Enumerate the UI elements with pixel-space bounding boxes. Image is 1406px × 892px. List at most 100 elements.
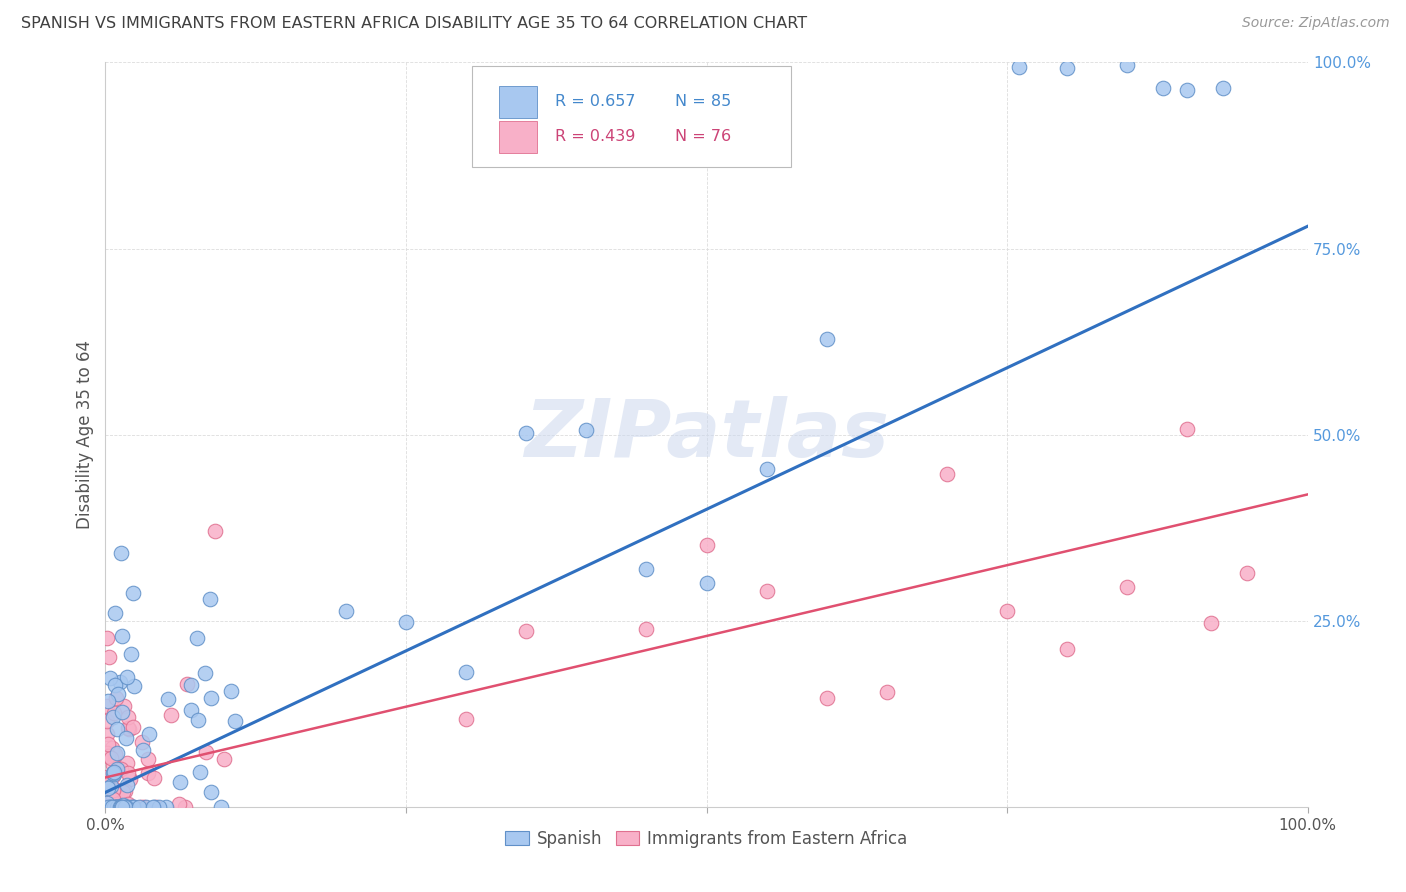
- Point: [135, 799, 157, 814]
- Point: [117, 765, 139, 780]
- Point: [101, 765, 124, 780]
- Point: [136, 752, 159, 766]
- Point: [134, 799, 156, 814]
- Point: [103, 769, 125, 783]
- Point: [108, 799, 131, 814]
- Point: [103, 606, 125, 620]
- Point: [111, 799, 134, 814]
- Point: [155, 799, 177, 814]
- Point: [108, 799, 131, 814]
- Point: [108, 674, 131, 689]
- Point: [124, 799, 146, 814]
- Point: [142, 799, 165, 814]
- Point: [636, 562, 658, 576]
- Point: [105, 691, 128, 706]
- Bar: [499, 87, 537, 118]
- Point: [194, 666, 217, 681]
- Point: [176, 677, 198, 691]
- Text: Source: ZipAtlas.com: Source: ZipAtlas.com: [1241, 16, 1389, 30]
- Point: [96, 698, 118, 713]
- Point: [188, 765, 211, 780]
- Point: [96, 632, 118, 646]
- Point: [115, 799, 138, 814]
- Point: [96, 799, 118, 814]
- Point: [110, 762, 132, 776]
- Point: [815, 691, 838, 706]
- Point: [515, 425, 537, 440]
- Point: [156, 692, 179, 706]
- Point: [96, 776, 118, 790]
- Text: SPANISH VS IMMIGRANTS FROM EASTERN AFRICA DISABILITY AGE 35 TO 64 CORRELATION CH: SPANISH VS IMMIGRANTS FROM EASTERN AFRIC…: [21, 16, 807, 31]
- Point: [142, 799, 165, 814]
- Point: [145, 799, 167, 814]
- Point: [118, 722, 141, 736]
- Point: [101, 741, 124, 756]
- Point: [200, 785, 222, 799]
- Point: [104, 678, 127, 692]
- Point: [96, 727, 118, 741]
- Point: [454, 712, 477, 726]
- Point: [105, 788, 128, 802]
- Point: [1056, 642, 1078, 657]
- Point: [200, 691, 222, 706]
- Point: [97, 799, 120, 814]
- Point: [107, 799, 129, 814]
- Point: [169, 775, 191, 789]
- Point: [110, 799, 132, 814]
- Point: [122, 679, 145, 693]
- Point: [103, 706, 125, 721]
- Point: [96, 799, 118, 814]
- Point: [104, 795, 127, 809]
- Text: ZIPatlas: ZIPatlas: [524, 396, 889, 474]
- Point: [107, 799, 129, 814]
- Point: [515, 624, 537, 638]
- Bar: [499, 121, 537, 153]
- Point: [110, 799, 132, 814]
- Point: [111, 798, 134, 813]
- Point: [103, 783, 125, 797]
- Point: [148, 799, 170, 814]
- Point: [696, 538, 718, 552]
- Point: [105, 799, 128, 814]
- Point: [103, 792, 125, 806]
- Point: [101, 783, 124, 797]
- Point: [117, 721, 139, 735]
- Point: [100, 779, 122, 793]
- Point: [395, 615, 418, 629]
- Point: [97, 780, 120, 795]
- Point: [96, 799, 118, 814]
- Legend: Spanish, Immigrants from Eastern Africa: Spanish, Immigrants from Eastern Africa: [499, 823, 914, 855]
- Point: [167, 797, 190, 811]
- Point: [636, 622, 658, 636]
- Point: [1152, 81, 1174, 95]
- Text: R = 0.439: R = 0.439: [555, 129, 636, 145]
- Point: [122, 799, 145, 814]
- Point: [755, 583, 778, 598]
- Point: [104, 799, 127, 814]
- Point: [108, 799, 131, 814]
- Point: [103, 747, 125, 762]
- Point: [96, 714, 118, 728]
- Point: [98, 671, 121, 685]
- Text: N = 76: N = 76: [675, 129, 731, 145]
- Y-axis label: Disability Age 35 to 64: Disability Age 35 to 64: [76, 341, 94, 529]
- Point: [97, 649, 120, 664]
- Point: [107, 723, 129, 737]
- Point: [131, 735, 153, 749]
- Text: N = 85: N = 85: [675, 95, 731, 110]
- Point: [224, 714, 246, 728]
- Point: [1008, 60, 1031, 74]
- Point: [103, 799, 125, 814]
- Point: [1056, 61, 1078, 75]
- Point: [115, 670, 138, 684]
- Point: [105, 799, 128, 814]
- Point: [97, 737, 120, 751]
- Point: [143, 771, 166, 785]
- Point: [117, 710, 139, 724]
- Point: [120, 647, 142, 661]
- Point: [128, 799, 150, 814]
- Point: [96, 796, 118, 810]
- Text: R = 0.657: R = 0.657: [555, 95, 636, 110]
- Point: [1116, 580, 1139, 594]
- Point: [105, 799, 128, 814]
